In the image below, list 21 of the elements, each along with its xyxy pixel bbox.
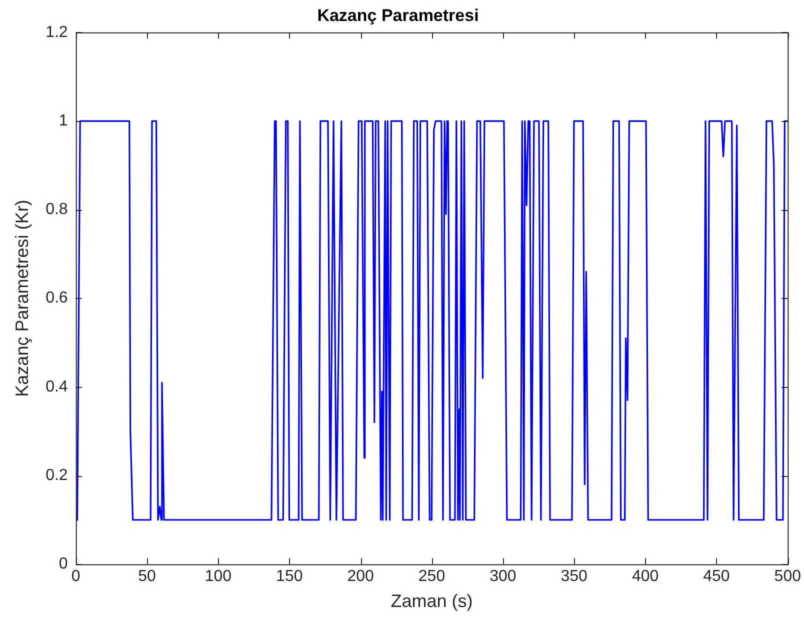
y-tick-label: 1 [58, 112, 68, 130]
x-tick-label: 500 [774, 568, 802, 586]
x-tick-label: 50 [138, 568, 156, 586]
y-tick-label: 1.2 [46, 24, 68, 41]
x-tick-label: 250 [418, 568, 446, 586]
x-tick-label: 400 [632, 568, 659, 586]
x-tick-label: 300 [490, 568, 516, 586]
y-tick-label: 0.2 [46, 466, 68, 484]
x-tick-label: 450 [703, 568, 730, 586]
y-tick-label: 0.6 [46, 290, 68, 307]
x-tick-label: 150 [276, 568, 303, 586]
y-tick-label: 0.4 [46, 378, 68, 396]
x-tick-label: 0 [71, 568, 80, 586]
x-tick-label: 100 [204, 568, 232, 586]
x-axis-title: Zaman (s) [390, 591, 473, 612]
y-tick-label: 0.8 [46, 201, 68, 218]
chart-title: Kazanç Parametresi [317, 6, 479, 25]
y-tick-label: 0 [58, 556, 68, 573]
x-tick-label: 350 [560, 568, 588, 586]
y-axis-title: Kazanç Parametresi (Kr) [12, 200, 32, 397]
x-tick-label: 200 [347, 568, 374, 586]
